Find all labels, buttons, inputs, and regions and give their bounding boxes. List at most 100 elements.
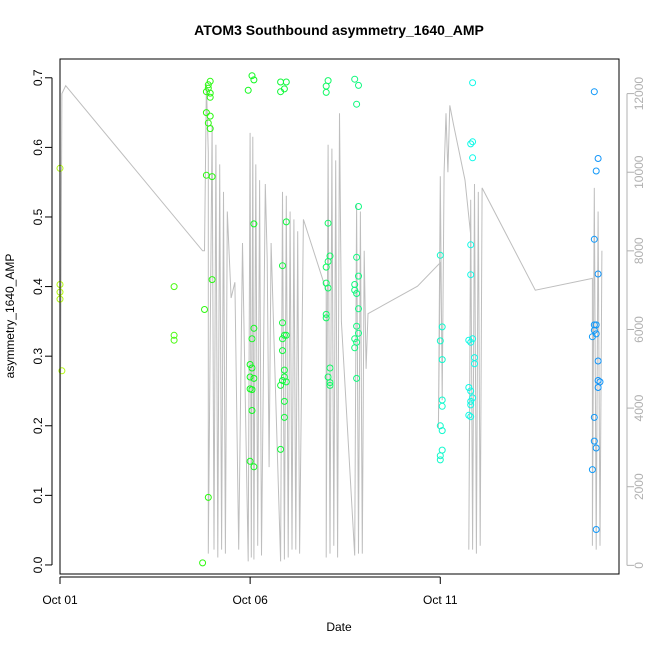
data-point: [355, 203, 362, 210]
data-point: [206, 89, 214, 97]
data-point: [436, 456, 444, 464]
data-point: [280, 331, 288, 339]
data-point: [590, 326, 598, 334]
y2-tick-label: 2000: [632, 473, 646, 500]
data-point: [202, 88, 210, 96]
data-point: [438, 427, 446, 435]
data-point: [436, 251, 444, 259]
y-tick-label: 0.1: [31, 487, 45, 504]
data-point: [248, 364, 256, 372]
data-point: [201, 306, 208, 313]
data-point: [465, 336, 473, 344]
data-point: [351, 75, 359, 83]
x-tick-label: Oct 11: [423, 593, 458, 607]
data-point: [248, 72, 256, 80]
data-point: [588, 466, 596, 474]
y-tick-label: 0.7: [31, 69, 45, 86]
data-point: [355, 272, 362, 280]
data-point: [353, 322, 361, 330]
data-point: [170, 331, 178, 339]
data-point: [469, 79, 477, 87]
data-point: [467, 397, 475, 405]
data-point: [594, 357, 602, 365]
data-point: [469, 394, 477, 402]
data-point: [250, 76, 258, 84]
data-point: [206, 93, 214, 101]
data-point: [246, 457, 254, 465]
data-point: [353, 290, 361, 297]
data-point: [592, 167, 600, 175]
y-tick-label: 0.6: [31, 139, 45, 156]
data-point: [467, 413, 475, 421]
data-point: [204, 81, 212, 89]
data-point: [469, 138, 477, 146]
data-point: [324, 284, 332, 292]
y2-tick-label: 8000: [632, 237, 646, 264]
data-point: [282, 331, 290, 339]
y-tick-label: 0.5: [31, 208, 45, 225]
data-point: [277, 381, 285, 389]
y2-tick-label: 12000: [632, 77, 646, 111]
data-point: [208, 276, 216, 284]
data-point: [351, 335, 359, 343]
data-point: [438, 323, 446, 331]
data-point: [467, 241, 475, 249]
x-axis: Oct 01 Oct 06 Oct 11: [42, 576, 458, 607]
data-point: [280, 85, 288, 93]
data-point: [467, 140, 475, 148]
secondary-series-line: [59, 83, 603, 562]
data-point: [436, 452, 444, 460]
data-point: [438, 356, 446, 364]
data-point: [322, 88, 330, 96]
data-point: [594, 270, 602, 278]
y2-tick-label: 0: [632, 562, 646, 569]
data-point: [322, 263, 330, 271]
data-point: [467, 271, 475, 279]
data-point: [351, 286, 359, 294]
y2-axis: 0 2000 4000 6000 8000 10000 12000: [626, 77, 646, 569]
data-point: [467, 387, 475, 395]
y2-tick-label: 10000: [632, 155, 646, 189]
data-point: [471, 354, 478, 362]
data-point: [590, 413, 598, 421]
data-point: [170, 283, 178, 291]
data-point: [594, 377, 602, 384]
data-point: [594, 384, 602, 391]
data-point: [355, 81, 362, 89]
data-point: [250, 374, 258, 382]
data-point: [204, 493, 212, 501]
data-point: [469, 335, 477, 343]
series-line: [59, 83, 603, 562]
data-point: [438, 402, 446, 410]
data-point: [469, 154, 477, 162]
data-point: [202, 109, 210, 117]
data-point: [353, 253, 361, 261]
data-point: [277, 445, 285, 453]
data-point: [467, 338, 475, 346]
data-point: [324, 77, 332, 85]
chart-title: ATOM3 Southbound asymmetry_1640_AMP: [194, 22, 484, 38]
data-point: [590, 88, 598, 96]
data-point: [326, 379, 334, 387]
y-axis-label: asymmetry_1640_AMP: [3, 254, 17, 379]
scatter-points: [56, 72, 604, 567]
data-point: [351, 344, 359, 352]
data-point: [438, 446, 446, 454]
data-point: [592, 444, 600, 452]
data-point: [250, 324, 258, 332]
data-point: [282, 218, 290, 226]
data-point: [279, 319, 286, 327]
data-point: [279, 347, 286, 355]
data-point: [353, 374, 361, 382]
data-point: [170, 336, 178, 344]
data-point: [322, 310, 330, 318]
data-point: [324, 258, 332, 265]
data-point: [282, 78, 290, 86]
y-tick-label: 0.0: [31, 556, 45, 573]
data-point: [326, 364, 334, 372]
data-point: [471, 360, 478, 368]
data-point: [280, 413, 288, 421]
data-point: [206, 125, 214, 133]
data-point: [280, 366, 288, 374]
